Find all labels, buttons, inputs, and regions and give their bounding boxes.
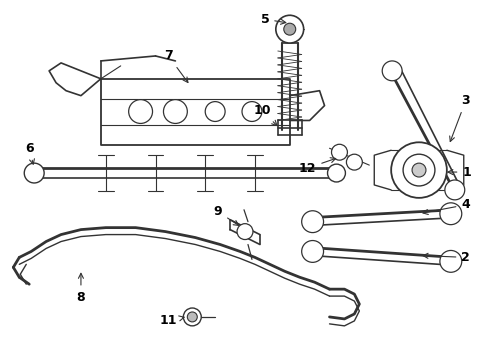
Circle shape (302, 211, 323, 233)
Circle shape (327, 164, 345, 182)
Text: 4: 4 (423, 198, 470, 215)
Text: 2: 2 (423, 251, 470, 264)
Circle shape (237, 224, 253, 239)
Text: 11: 11 (160, 314, 184, 327)
Text: 1: 1 (448, 166, 471, 179)
Circle shape (187, 312, 197, 322)
Circle shape (24, 163, 44, 183)
Circle shape (164, 100, 187, 123)
Circle shape (284, 23, 295, 35)
Text: 7: 7 (164, 49, 188, 82)
Circle shape (302, 240, 323, 262)
Circle shape (183, 308, 201, 326)
Circle shape (440, 251, 462, 272)
Circle shape (205, 102, 225, 121)
Circle shape (129, 100, 152, 123)
Circle shape (440, 203, 462, 225)
Circle shape (412, 163, 426, 177)
Circle shape (332, 144, 347, 160)
Circle shape (403, 154, 435, 186)
Circle shape (391, 142, 447, 198)
Circle shape (276, 15, 304, 43)
Text: 10: 10 (253, 104, 277, 126)
Text: 5: 5 (261, 13, 286, 26)
Text: 6: 6 (25, 142, 34, 164)
Text: 3: 3 (450, 94, 470, 141)
Circle shape (382, 61, 402, 81)
Circle shape (242, 102, 262, 121)
Text: 9: 9 (214, 205, 239, 225)
Text: 8: 8 (76, 273, 85, 303)
Circle shape (445, 180, 465, 200)
Circle shape (346, 154, 362, 170)
Text: 12: 12 (299, 158, 336, 175)
